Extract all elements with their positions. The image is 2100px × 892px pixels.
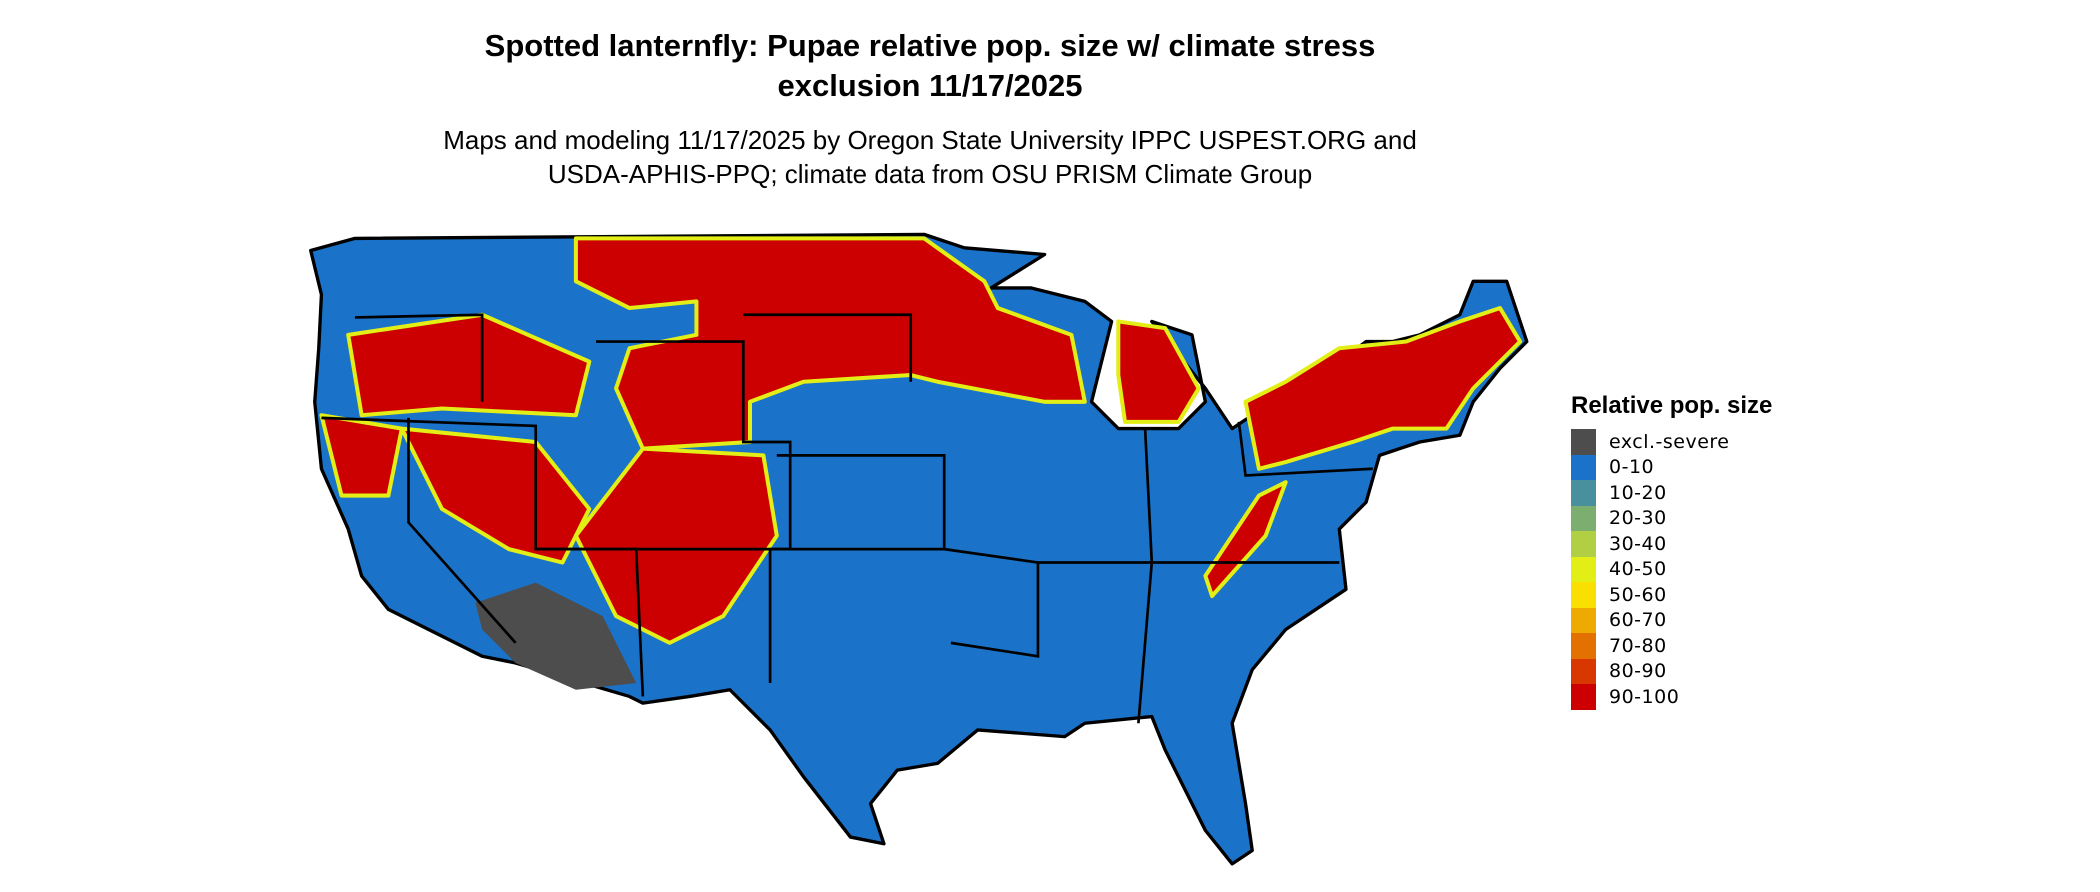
legend: Relative pop. size excl.-severe 0-10 10-20…	[1571, 392, 1772, 710]
legend-label: 90-100	[1609, 685, 1680, 708]
region-california	[319, 413, 404, 498]
map-title-line1: Spotted lanternfly: Pupae relative pop. …	[484, 28, 1376, 63]
legend-item: 80-90	[1571, 658, 1772, 684]
legend-label: 20-30	[1609, 507, 1667, 530]
map-title-line2: exclusion 11/17/2025	[777, 68, 1083, 103]
map-subtitle-line1: Maps and modeling 11/17/2025 by Oregon S…	[443, 125, 1417, 155]
legend-item: 90-100	[1571, 684, 1772, 710]
legend-swatch	[1571, 429, 1596, 455]
legend-item: excl.-severe	[1571, 429, 1772, 455]
legend-swatch	[1571, 684, 1596, 710]
legend-swatch	[1571, 582, 1596, 608]
legend-label: 50-60	[1609, 583, 1667, 606]
legend-item: 0-10	[1571, 454, 1772, 480]
legend-swatch	[1571, 556, 1596, 582]
legend-swatch	[1571, 633, 1596, 659]
legend-swatch	[1571, 607, 1596, 633]
map-subtitle-line2: USDA-APHIS-PPQ; climate data from OSU PR…	[547, 159, 1313, 189]
legend-swatch	[1571, 505, 1596, 531]
legend-label: 30-40	[1609, 532, 1667, 555]
region-northern-plains	[573, 236, 1087, 451]
region-michigan	[1116, 319, 1201, 424]
legend-swatch	[1571, 658, 1596, 684]
legend-label: 60-70	[1609, 609, 1667, 632]
region-appalachia	[1203, 480, 1288, 599]
legend-title: Relative pop. size	[1571, 392, 1773, 419]
legend-item: 10-20	[1571, 480, 1772, 506]
legend-swatch	[1571, 454, 1596, 480]
legend-item: 40-50	[1571, 556, 1772, 582]
region-northeast	[1243, 306, 1523, 471]
legend-item: 30-40	[1571, 531, 1772, 557]
region-excluded-severe	[475, 582, 637, 690]
legend-label: 70-80	[1609, 634, 1667, 657]
legend-items: excl.-severe 0-10 10-20 20-30 30-40 40-50 50-6…	[1571, 429, 1772, 710]
state-borders	[321, 313, 1373, 724]
legend-item: 20-30	[1571, 505, 1772, 531]
legend-label: 80-90	[1609, 660, 1667, 683]
legend-item: 70-80	[1571, 633, 1772, 659]
legend-label: 0-10	[1609, 456, 1655, 479]
legend-swatch	[1571, 531, 1596, 557]
legend-item: 60-70	[1571, 607, 1772, 633]
legend-label: 10-20	[1609, 481, 1667, 504]
legend-label: 40-50	[1609, 558, 1667, 581]
legend-swatch	[1571, 480, 1596, 506]
legend-label: excl.-severe	[1609, 430, 1730, 453]
legend-item: 50-60	[1571, 582, 1772, 608]
